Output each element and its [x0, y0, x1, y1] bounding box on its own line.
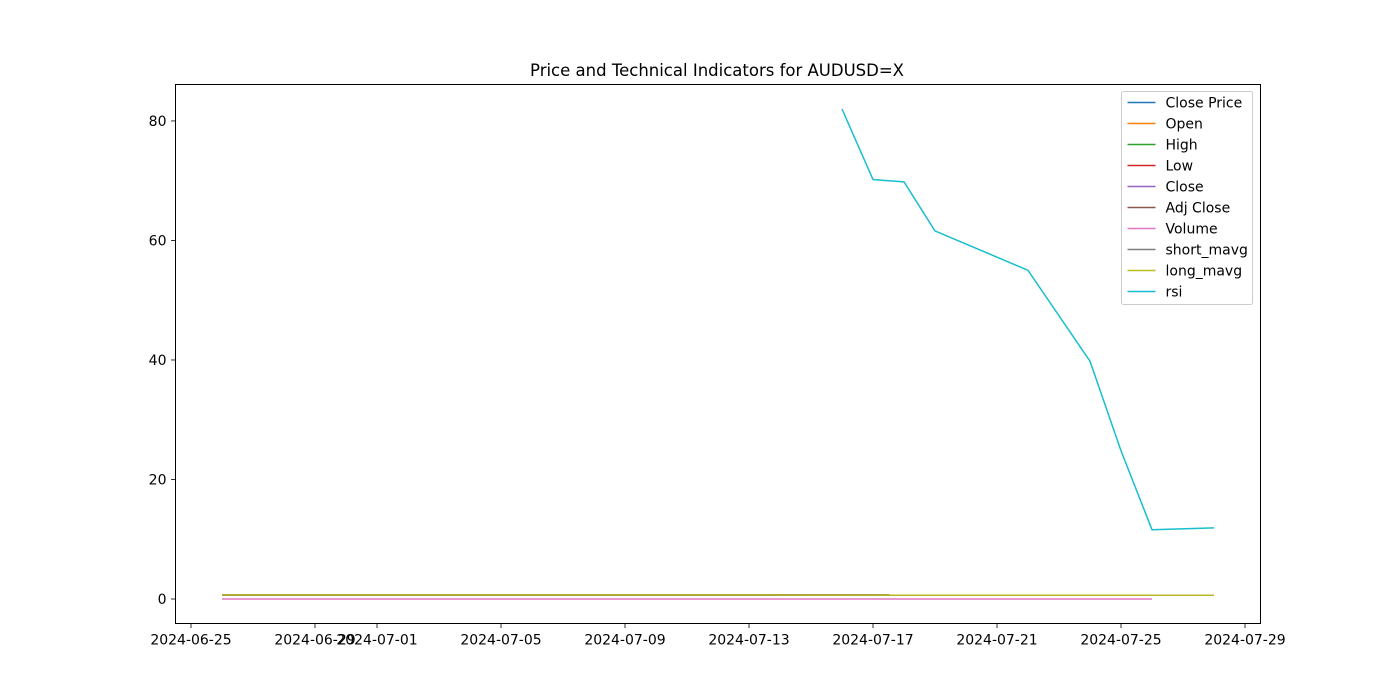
legend-label: Open	[1166, 117, 1203, 133]
series-layer	[221, 108, 1215, 600]
legend-label: Low	[1166, 159, 1194, 175]
x-tick-label: 2024-07-13	[708, 633, 789, 649]
x-tick-label: 2024-07-17	[832, 633, 913, 649]
x-tick-label: 2024-07-09	[584, 633, 665, 649]
x-tick-label: 2024-07-05	[460, 633, 541, 649]
y-axis: 0 20 40 60 80	[149, 114, 176, 608]
y-tick-label: 0	[158, 592, 167, 608]
y-tick-label: 80	[149, 114, 167, 130]
legend-label: Close	[1166, 180, 1204, 196]
legend-label: High	[1166, 138, 1198, 154]
x-tick-label: 2024-06-29	[274, 633, 355, 649]
legend-label: rsi	[1166, 285, 1183, 301]
legend-label: long_mavg	[1166, 264, 1243, 280]
x-tick-label: 2024-06-25	[150, 633, 231, 649]
legend: Close Price Open High Low Close Adj Close Volu…	[1121, 91, 1253, 305]
x-tick-label: 2024-07-21	[956, 633, 1037, 649]
y-tick-label: 40	[149, 353, 167, 369]
x-tick-label: 2024-07-29	[1204, 633, 1285, 649]
series-line-rsi	[841, 108, 1215, 531]
chart-title: Price and Technical Indicators for AUDUS…	[530, 61, 904, 80]
legend-label: short_mavg	[1166, 243, 1248, 259]
y-tick-label: 20	[149, 472, 167, 488]
plot-area-frame	[175, 84, 1261, 624]
legend-label: Adj Close	[1166, 201, 1231, 217]
x-tick-label: 2024-07-01	[336, 633, 417, 649]
legend-label: Volume	[1166, 222, 1218, 238]
y-tick-label: 60	[149, 233, 167, 249]
legend-label: Close Price	[1166, 96, 1243, 112]
x-tick-label: 2024-07-25	[1080, 633, 1161, 649]
